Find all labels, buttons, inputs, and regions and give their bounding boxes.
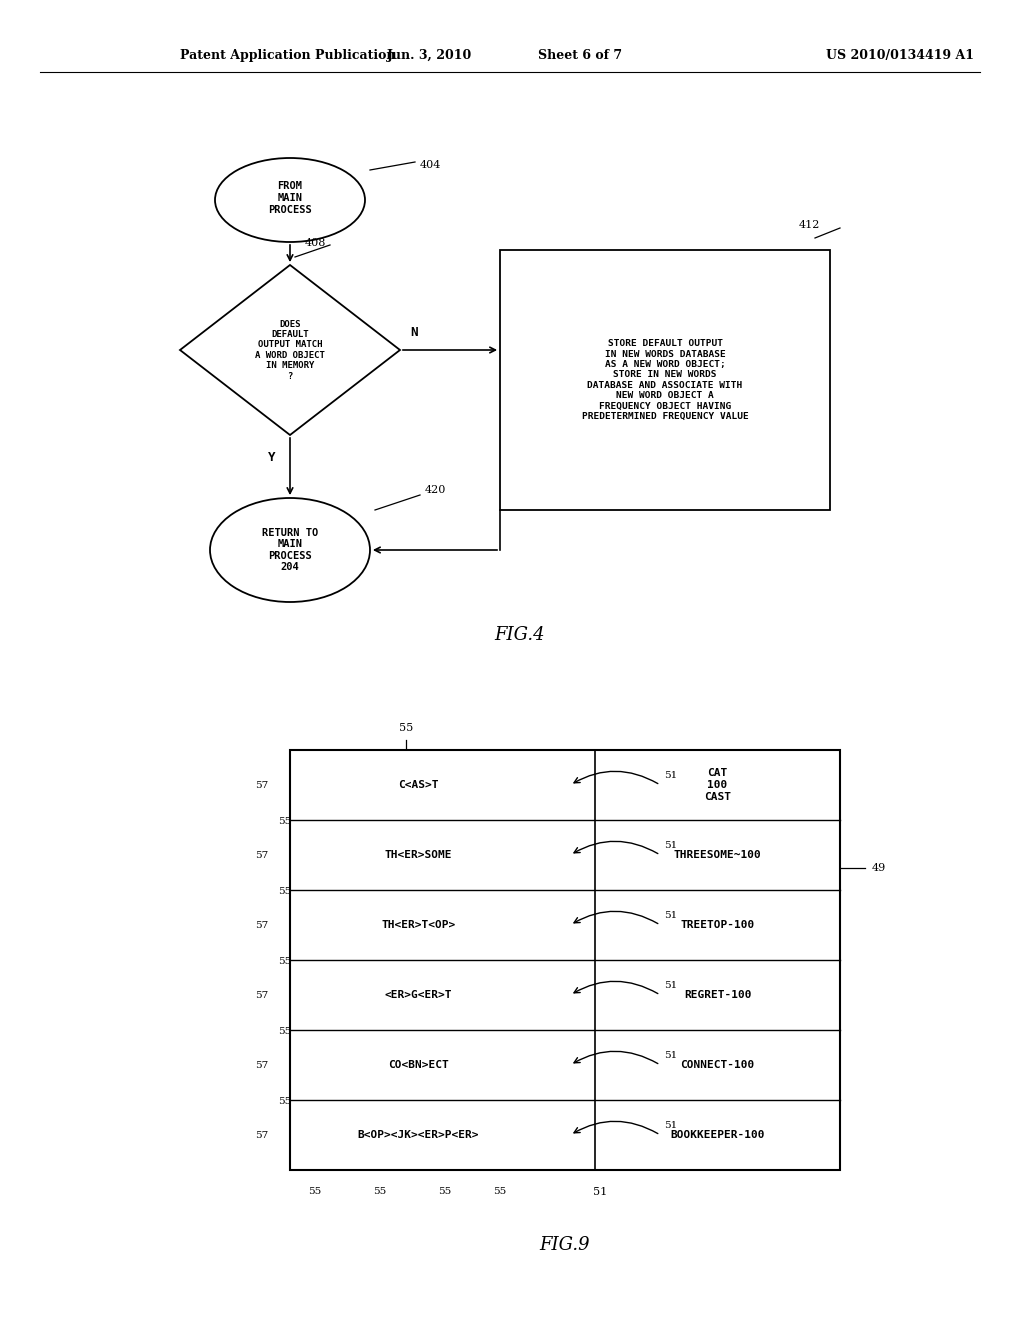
Text: FIG.9: FIG.9 xyxy=(540,1236,590,1254)
Text: Sheet 6 of 7: Sheet 6 of 7 xyxy=(538,49,622,62)
Text: 51: 51 xyxy=(664,1051,677,1060)
Text: Jun. 3, 2010: Jun. 3, 2010 xyxy=(387,49,473,62)
Text: 55: 55 xyxy=(279,1027,292,1036)
Text: 55: 55 xyxy=(279,1097,292,1106)
Text: 55: 55 xyxy=(279,957,292,966)
Text: 57: 57 xyxy=(255,990,268,999)
Text: FIG.4: FIG.4 xyxy=(495,626,546,644)
Text: 51: 51 xyxy=(664,1121,677,1130)
Text: Patent Application Publication: Patent Application Publication xyxy=(180,49,395,62)
Text: 51: 51 xyxy=(664,771,677,780)
Text: US 2010/0134419 A1: US 2010/0134419 A1 xyxy=(826,49,974,62)
Bar xyxy=(500,249,830,510)
Text: 55: 55 xyxy=(308,1188,322,1196)
Text: TREETOP-100: TREETOP-100 xyxy=(681,920,755,931)
Text: 51: 51 xyxy=(664,981,677,990)
Text: CAT
100
CAST: CAT 100 CAST xyxy=(705,768,731,801)
Text: 404: 404 xyxy=(420,160,441,170)
Text: 55: 55 xyxy=(279,817,292,826)
Text: 55: 55 xyxy=(279,887,292,896)
Text: 57: 57 xyxy=(255,920,268,929)
Text: RETURN TO
MAIN
PROCESS
204: RETURN TO MAIN PROCESS 204 xyxy=(262,528,318,573)
Text: 55: 55 xyxy=(494,1188,507,1196)
Text: Y: Y xyxy=(268,450,275,463)
Text: 408: 408 xyxy=(305,238,327,248)
Text: 412: 412 xyxy=(799,220,820,230)
Text: B<OP><JK><ER>P<ER>: B<OP><JK><ER>P<ER> xyxy=(357,1130,479,1140)
Text: 49: 49 xyxy=(872,862,886,873)
Text: STORE DEFAULT OUTPUT
IN NEW WORDS DATABASE
AS A NEW WORD OBJECT;
STORE IN NEW WO: STORE DEFAULT OUTPUT IN NEW WORDS DATABA… xyxy=(582,339,749,421)
Text: THREESOME~100: THREESOME~100 xyxy=(674,850,762,861)
Text: 51: 51 xyxy=(664,911,677,920)
Text: 55: 55 xyxy=(438,1188,452,1196)
Bar xyxy=(290,750,840,1170)
Text: 57: 57 xyxy=(255,850,268,859)
Text: 420: 420 xyxy=(425,484,446,495)
Text: N: N xyxy=(410,326,418,338)
Text: BOOKKEEPER-100: BOOKKEEPER-100 xyxy=(671,1130,765,1140)
Text: 51: 51 xyxy=(593,1187,607,1197)
Text: <ER>G<ER>T: <ER>G<ER>T xyxy=(384,990,452,1001)
Text: 55: 55 xyxy=(374,1188,387,1196)
Text: DOES
DEFAULT
OUTPUT MATCH
A WORD OBJECT
IN MEMORY
?: DOES DEFAULT OUTPUT MATCH A WORD OBJECT … xyxy=(255,319,325,380)
Text: 55: 55 xyxy=(399,723,413,733)
Text: 51: 51 xyxy=(664,841,677,850)
Text: 57: 57 xyxy=(255,1130,268,1139)
Text: REGRET-100: REGRET-100 xyxy=(684,990,752,1001)
Text: CO<BN>ECT: CO<BN>ECT xyxy=(388,1060,449,1071)
Text: C<AS>T: C<AS>T xyxy=(398,780,438,789)
Text: TH<ER>T<OP>: TH<ER>T<OP> xyxy=(381,920,456,931)
Text: 57: 57 xyxy=(255,1060,268,1069)
Text: 57: 57 xyxy=(255,780,268,789)
Text: CONNECT-100: CONNECT-100 xyxy=(681,1060,755,1071)
Text: TH<ER>SOME: TH<ER>SOME xyxy=(384,850,452,861)
Text: FROM
MAIN
PROCESS: FROM MAIN PROCESS xyxy=(268,181,312,215)
